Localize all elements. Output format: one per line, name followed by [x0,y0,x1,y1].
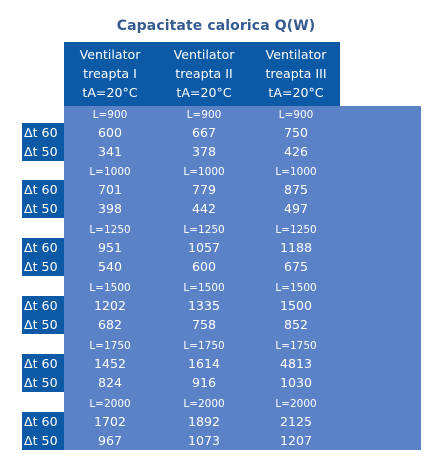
length-cell: L=1500 [275,282,317,294]
length-cell: L=2000 [275,398,317,410]
length-cell: L=1750 [183,340,225,352]
row-label: Δt 60 [22,412,64,431]
length-cell: L=1000 [275,166,317,178]
value-cell: 667 [191,125,217,140]
row-label: Δt 60 [22,296,64,315]
value-cell: 675 [283,259,309,274]
column-header: Ventilator treapta III tA=20°C [250,45,342,103]
column-header-line2: treapta III [265,66,327,81]
value-cell: 341 [97,144,123,159]
row-label: Δt 60 [22,238,64,257]
length-cell: L=1250 [275,224,317,236]
column-header: Ventilator treapta I tA=20°C [64,45,156,103]
length-cell: L=1250 [89,224,131,236]
value-cell: 750 [283,125,309,140]
length-cell: L=1500 [183,282,225,294]
page-title: Capacitate calorica Q(W) [116,18,316,34]
header-background [64,42,340,106]
column-header-line1: Ventilator [79,47,141,62]
value-cell: 398 [97,201,123,216]
row-label: Δt 50 [22,315,64,334]
length-cell: L=1000 [183,166,225,178]
value-cell: 824 [97,375,123,390]
value-cell: 1892 [187,414,221,429]
value-cell: 916 [191,375,217,390]
value-cell: 1335 [187,298,221,313]
row-label: Δt 50 [22,431,64,450]
column-header-line1: Ventilator [173,47,235,62]
column-header-line1: Ventilator [265,47,327,62]
value-cell: 4813 [279,356,313,371]
length-cell: L=1250 [183,224,225,236]
row-label: Δt 50 [22,373,64,392]
length-cell: L=900 [278,109,314,121]
value-cell: 1452 [93,356,127,371]
value-cell: 2125 [279,414,313,429]
value-cell: 682 [97,317,123,332]
row-label: Δt 60 [22,180,64,199]
row-label: Δt 50 [22,199,64,218]
length-cell: L=900 [186,109,222,121]
column-header-line3: tA=20°C [82,85,138,100]
length-cell: L=2000 [183,398,225,410]
table-background [64,106,421,450]
row-label: Δt 60 [22,354,64,373]
value-cell: 1188 [279,240,313,255]
row-label: Δt 50 [22,257,64,276]
value-cell: 951 [97,240,123,255]
value-cell: 1500 [279,298,313,313]
row-label: Δt 50 [22,142,64,161]
length-cell: L=900 [92,109,128,121]
value-cell: 497 [283,201,309,216]
length-cell: L=1750 [89,340,131,352]
value-cell: 378 [191,144,217,159]
value-cell: 600 [191,259,217,274]
value-cell: 442 [191,201,217,216]
value-cell: 779 [191,182,217,197]
column-header-line2: treapta I [83,66,137,81]
value-cell: 1207 [279,433,313,448]
value-cell: 875 [283,182,309,197]
length-cell: L=1000 [89,166,131,178]
value-cell: 600 [97,125,123,140]
value-cell: 758 [191,317,217,332]
row-label: Δt 60 [22,123,64,142]
value-cell: 1702 [93,414,127,429]
value-cell: 852 [283,317,309,332]
column-header: Ventilator treapta II tA=20°C [158,45,250,103]
value-cell: 540 [97,259,123,274]
value-cell: 1030 [279,375,313,390]
value-cell: 1057 [187,240,221,255]
value-cell: 1614 [187,356,221,371]
length-cell: L=2000 [89,398,131,410]
value-cell: 967 [97,433,123,448]
length-cell: L=1750 [275,340,317,352]
value-cell: 701 [97,182,123,197]
value-cell: 1073 [187,433,221,448]
column-header-line2: treapta II [175,66,233,81]
value-cell: 426 [283,144,309,159]
column-header-line3: tA=20°C [268,85,324,100]
column-header-line3: tA=20°C [176,85,232,100]
value-cell: 1202 [93,298,127,313]
length-cell: L=1500 [89,282,131,294]
